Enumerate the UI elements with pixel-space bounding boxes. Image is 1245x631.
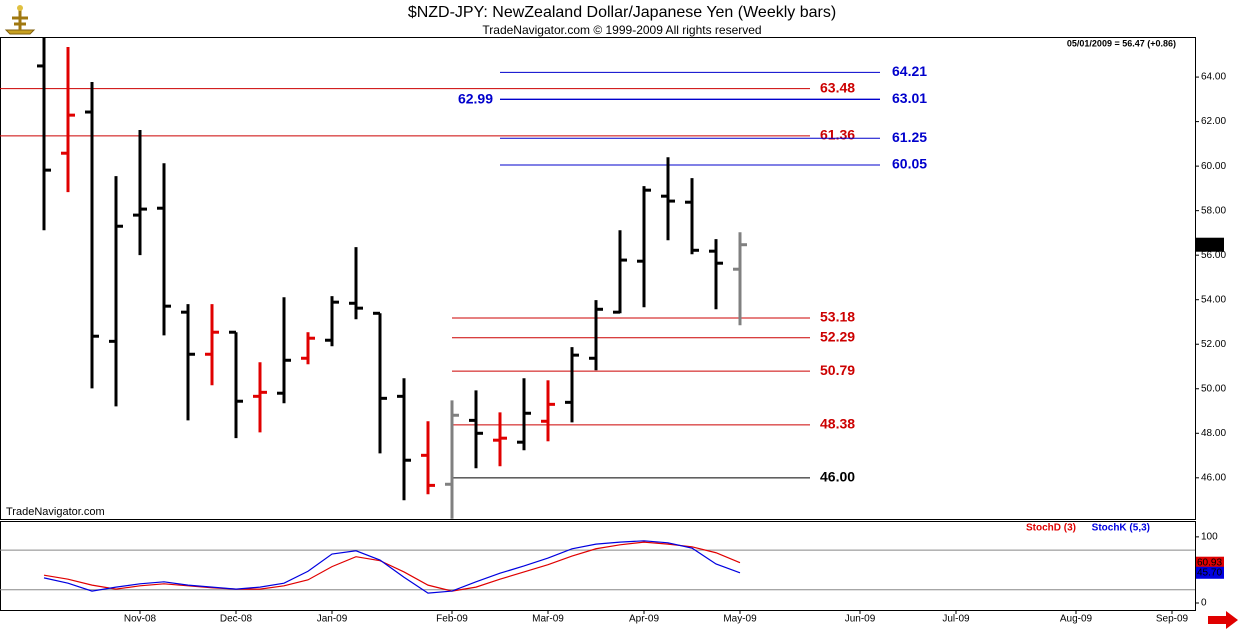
- level-label: 64.21: [892, 63, 927, 79]
- y-tick-label: 60.00: [1201, 161, 1226, 172]
- level-label: 46.00: [820, 469, 855, 485]
- y-tick-label: 56.00: [1201, 250, 1226, 261]
- level-label: 61.36: [820, 127, 855, 143]
- value-marker: [1196, 566, 1224, 579]
- level-label: 63.01: [892, 90, 927, 106]
- y-tick-label: 52.00: [1201, 339, 1226, 350]
- level-label: 62.99: [458, 90, 493, 106]
- x-tick-label: May-09: [723, 614, 757, 625]
- logo: [4, 5, 36, 35]
- level-label: 52.29: [820, 328, 855, 344]
- value-marker-label: 60.93: [1197, 557, 1222, 568]
- y-tick-label: 100: [1201, 532, 1218, 543]
- value-marker: [1196, 556, 1224, 569]
- legend-entry: StochK (5,3): [1092, 523, 1150, 534]
- x-tick-label: Aug-09: [1060, 614, 1093, 625]
- level-label: 53.18: [820, 309, 855, 325]
- y-tick-label: 46.00: [1201, 472, 1226, 483]
- x-tick-label: Jun-09: [845, 614, 876, 625]
- price-marker: [1196, 237, 1224, 252]
- stoch-line: [43, 540, 741, 594]
- chart-subtitle: TradeNavigator.com © 1999-2009 All right…: [482, 23, 761, 37]
- legend-entry: StochD (3): [1026, 523, 1076, 534]
- price-marker-label: 56.47: [1198, 239, 1223, 250]
- y-tick-label: 0: [1201, 598, 1207, 609]
- value-marker-label: 45.70: [1197, 567, 1222, 578]
- level-label: 63.48: [820, 79, 855, 95]
- x-tick-label: Dec-08: [220, 614, 253, 625]
- y-tick-label: 64.00: [1201, 72, 1226, 83]
- x-tick-label: Jan-09: [317, 614, 348, 625]
- y-tick-label: 62.00: [1201, 116, 1226, 127]
- y-tick-label: 48.00: [1201, 428, 1226, 439]
- stoch-line: [43, 541, 741, 592]
- chart-title: $NZD-JPY: NewZealand Dollar/Japanese Yen…: [408, 4, 836, 21]
- quote: 05/01/2009 = 56.47 (+0.86): [1067, 38, 1176, 48]
- y-tick-label: 54.00: [1201, 294, 1226, 305]
- x-tick-label: Apr-09: [629, 614, 659, 625]
- x-tick-label: Mar-09: [532, 614, 564, 625]
- stoch-frame: [0, 521, 1196, 611]
- watermark: TradeNavigator.com: [6, 506, 105, 518]
- level-label: 61.25: [892, 129, 927, 145]
- level-label: 50.79: [820, 362, 855, 378]
- x-tick-label: Nov-08: [124, 614, 157, 625]
- x-tick-label: Jul-09: [942, 614, 970, 625]
- y-tick-label: 50.00: [1201, 383, 1226, 394]
- x-tick-label: Sep-09: [1156, 614, 1189, 625]
- x-tick-label: Feb-09: [436, 614, 468, 625]
- level-label: 60.05: [892, 156, 927, 172]
- scroll-arrow[interactable]: [1208, 611, 1238, 629]
- y-tick-label: 58.00: [1201, 205, 1226, 216]
- level-label: 48.38: [820, 416, 855, 432]
- main-frame: [0, 37, 1196, 520]
